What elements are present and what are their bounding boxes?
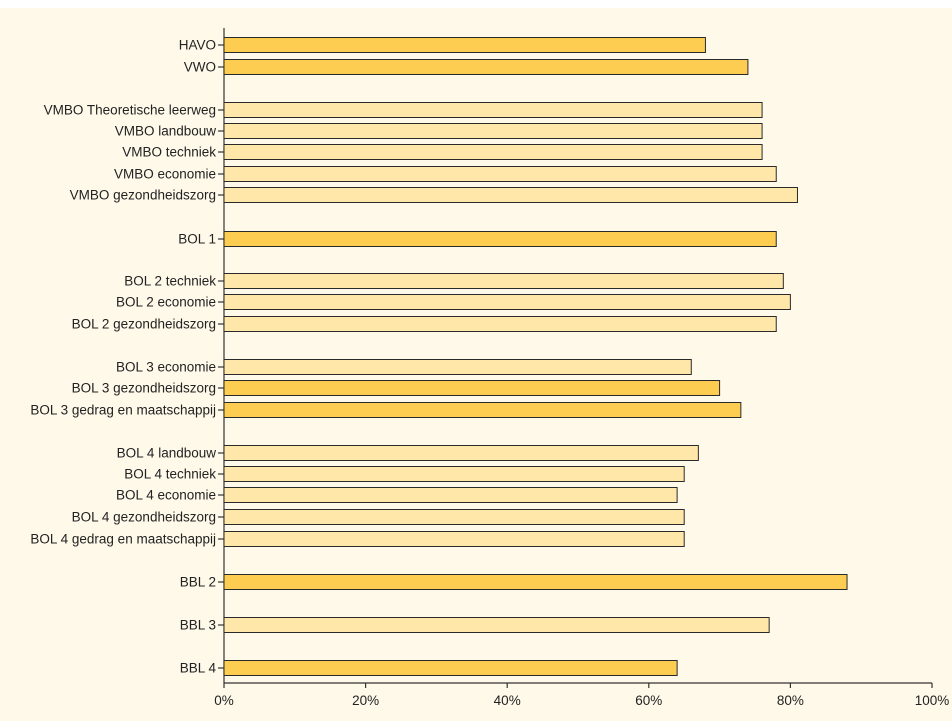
bar xyxy=(223,316,777,332)
category-label: BBL 3 xyxy=(180,618,216,633)
category-label: VWO xyxy=(184,60,216,75)
category-label: BOL 3 gezondheidszorg xyxy=(72,381,216,396)
bar xyxy=(223,166,777,182)
x-tick-label: 60% xyxy=(635,693,662,708)
bar xyxy=(223,466,685,482)
x-tick-label: 80% xyxy=(777,693,804,708)
category-label: VMBO economie xyxy=(114,167,216,182)
category-label: VMBO gezondheidszorg xyxy=(70,188,216,203)
category-label: BOL 2 techniek xyxy=(124,274,216,289)
bar xyxy=(223,359,692,375)
category-label: HAVO xyxy=(179,38,216,53)
category-label: BOL 4 landbouw xyxy=(117,446,217,461)
bar xyxy=(223,294,791,310)
bar xyxy=(223,187,798,203)
category-label: BOL 2 gezondheidszorg xyxy=(72,317,216,332)
x-tick-label: 100% xyxy=(915,693,950,708)
category-label: VMBO landbouw xyxy=(115,124,217,139)
x-tick-label: 0% xyxy=(214,693,234,708)
bar xyxy=(223,59,749,75)
bar xyxy=(223,531,685,547)
bar xyxy=(223,487,678,503)
category-label: BOL 3 gedrag en maatschappij xyxy=(30,403,216,418)
x-tick-label: 40% xyxy=(494,693,521,708)
bar xyxy=(223,617,770,633)
bar xyxy=(223,273,784,289)
bar xyxy=(223,144,763,160)
bar xyxy=(223,509,685,525)
category-label: BBL 2 xyxy=(180,575,216,590)
category-label: VMBO Theoretische leerweg xyxy=(44,103,216,118)
bar xyxy=(223,574,848,590)
bar xyxy=(223,102,763,118)
category-label: BOL 3 economie xyxy=(116,360,216,375)
bar xyxy=(223,445,699,461)
category-label: BOL 2 economie xyxy=(116,295,216,310)
category-label: BOL 4 economie xyxy=(116,488,216,503)
bar xyxy=(223,380,721,396)
x-tick-label: 20% xyxy=(352,693,379,708)
bar xyxy=(223,123,763,139)
category-label: BOL 4 techniek xyxy=(124,467,216,482)
bar xyxy=(223,37,706,53)
bar xyxy=(223,402,742,418)
category-label: BBL 4 xyxy=(180,661,217,676)
bar xyxy=(223,231,777,247)
category-label: VMBO techniek xyxy=(122,145,216,160)
category-label: BOL 4 gedrag en maatschappij xyxy=(30,532,216,547)
category-label: BOL 1 xyxy=(178,232,216,247)
category-label: BOL 4 gezondheidszorg xyxy=(72,510,216,525)
bar xyxy=(223,660,678,676)
